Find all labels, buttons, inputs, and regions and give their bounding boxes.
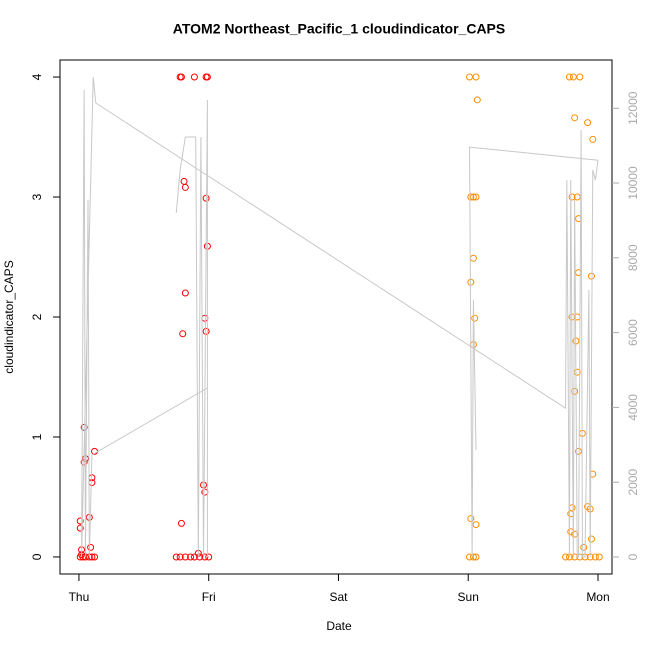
point — [202, 327, 210, 335]
point — [177, 519, 185, 527]
y-tick-label: 2 — [30, 313, 44, 320]
point — [469, 193, 477, 201]
point — [203, 73, 211, 81]
point — [76, 524, 84, 532]
point — [91, 553, 99, 561]
y2-tick-label: 0 — [626, 553, 640, 560]
y2-tick-label: 4000 — [626, 394, 640, 421]
point — [177, 73, 185, 81]
y2-tick-label: 12000 — [626, 91, 640, 125]
point — [562, 553, 570, 561]
point — [571, 387, 579, 395]
y-axis-label: cloudindicator_CAPS — [2, 260, 16, 373]
point — [571, 114, 579, 122]
point — [580, 543, 588, 551]
point — [190, 553, 198, 561]
point — [589, 135, 597, 143]
point — [469, 553, 477, 561]
point — [87, 543, 95, 551]
x-tick-label: Mon — [586, 590, 609, 604]
point — [576, 73, 584, 81]
point — [179, 330, 187, 338]
point — [472, 553, 480, 561]
point — [565, 73, 573, 81]
point — [467, 193, 475, 201]
point — [568, 193, 576, 201]
point — [472, 521, 480, 529]
y-tick-label: 4 — [30, 73, 44, 80]
point — [587, 535, 595, 543]
y2-tick-label: 6000 — [626, 319, 640, 346]
point — [471, 314, 479, 322]
y-tick-label: 3 — [30, 193, 44, 200]
point — [472, 193, 480, 201]
x-axis-label: Date — [326, 619, 352, 633]
y-tick-label: 1 — [30, 433, 44, 440]
point — [172, 553, 180, 561]
point — [595, 553, 603, 561]
point — [76, 517, 84, 525]
point — [584, 119, 592, 127]
point — [587, 272, 595, 280]
point — [575, 447, 583, 455]
y2-tick-label: 8000 — [626, 244, 640, 271]
point — [176, 553, 184, 561]
y2-tick-label: 2000 — [626, 469, 640, 496]
x-tick-label: Sun — [458, 590, 479, 604]
point — [187, 553, 195, 561]
point — [196, 553, 204, 561]
chart-title: ATOM2 Northeast_Pacific_1 cloudindicator… — [173, 21, 505, 37]
point — [473, 96, 481, 104]
x-tick-label: Thu — [69, 590, 90, 604]
point — [190, 73, 198, 81]
point — [181, 183, 189, 191]
line — [81, 77, 599, 558]
point — [472, 73, 480, 81]
point — [467, 515, 475, 523]
x-tick-label: Sat — [329, 590, 348, 604]
point — [591, 553, 599, 561]
point — [571, 530, 579, 538]
point — [181, 289, 189, 297]
x-tick-label: Fri — [202, 590, 216, 604]
y2-tick-label: 10000 — [626, 166, 640, 200]
point — [181, 553, 189, 561]
y-tick-label: 0 — [30, 553, 44, 560]
point — [205, 553, 213, 561]
